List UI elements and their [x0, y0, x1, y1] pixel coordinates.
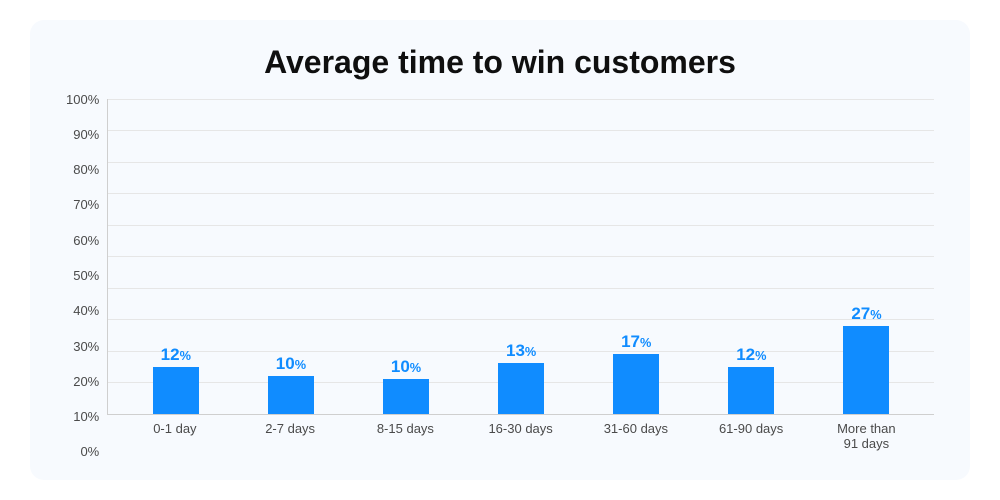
plot-area: 12% 10% 10% 13% 17% 12% 27%	[107, 99, 934, 415]
bar	[728, 367, 774, 414]
bar-value-label: 12%	[736, 346, 766, 363]
bar-value-label: 13%	[506, 342, 536, 359]
bar	[843, 326, 889, 414]
x-label: 61-90 days	[694, 421, 809, 452]
bar	[268, 376, 314, 414]
x-label: 2-7 days	[233, 421, 348, 452]
bar-slot: 12%	[118, 99, 233, 414]
bar-slot: 10%	[233, 99, 348, 414]
chart-wrap: 100%90%80%70%60%50%40%30%20%10%0% 12% 10%…	[66, 99, 934, 452]
bar-value-label: 10%	[391, 358, 421, 375]
x-label: 0-1 day	[117, 421, 232, 452]
bar	[383, 379, 429, 414]
bar-value-label: 17%	[621, 333, 651, 350]
x-axis: 0-1 day2-7 days8-15 days16-30 days31-60 …	[107, 415, 934, 452]
x-label: More than 91 days	[809, 421, 924, 452]
x-label: 31-60 days	[578, 421, 693, 452]
x-label: 16-30 days	[463, 421, 578, 452]
bar-slot: 17%	[579, 99, 694, 414]
y-axis: 100%90%80%70%60%50%40%30%20%10%0%	[66, 99, 107, 452]
bar-slot: 12%	[694, 99, 809, 414]
chart-title: Average time to win customers	[66, 44, 934, 81]
bar-value-label: 10%	[276, 355, 306, 372]
chart-card: Average time to win customers 100%90%80%…	[30, 20, 970, 480]
bar-value-label: 27%	[851, 305, 881, 322]
bar	[153, 367, 199, 414]
bars-container: 12% 10% 10% 13% 17% 12% 27%	[108, 99, 934, 414]
x-label: 8-15 days	[348, 421, 463, 452]
bar-value-label: 12%	[161, 346, 191, 363]
bar	[613, 354, 659, 414]
bar-slot: 10%	[348, 99, 463, 414]
bar-slot: 13%	[464, 99, 579, 414]
bar-slot: 27%	[809, 99, 924, 414]
bar	[498, 363, 544, 413]
plot-column: 12% 10% 10% 13% 17% 12% 27% 0-1 day2-7 days8-1…	[107, 99, 934, 452]
